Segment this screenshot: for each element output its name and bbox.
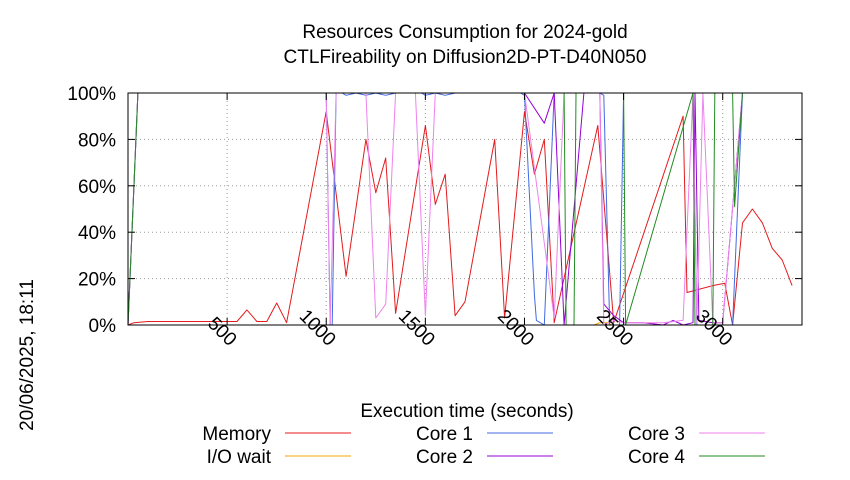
y-tick-label: 80% <box>78 130 116 151</box>
legend-label-memory: Memory <box>202 424 271 445</box>
chart-title: Resources Consumption for 2024-gold <box>302 22 627 43</box>
timestamp-label: 20/06/2025, 18:11 <box>17 279 38 431</box>
x-tick-label: 500 <box>203 313 240 350</box>
y-tick-label: 20% <box>78 270 116 291</box>
y-tick-label: 60% <box>78 177 116 198</box>
legend-label-i-o-wait: I/O wait <box>207 447 272 468</box>
legend-label-core-2: Core 2 <box>416 447 473 468</box>
x-tick-label: 3000 <box>691 306 736 351</box>
y-tick-label: 0% <box>89 316 117 337</box>
legend-label-core-1: Core 1 <box>416 424 473 445</box>
series-line-core-4 <box>127 92 793 326</box>
x-tick-label: 2500 <box>592 306 637 351</box>
legend-label-core-3: Core 3 <box>628 424 685 445</box>
legend-label-core-4: Core 4 <box>628 447 685 468</box>
grid-lines <box>128 93 802 325</box>
x-tick-label: 2000 <box>493 306 538 351</box>
y-tick-label: 40% <box>78 223 116 244</box>
plot-frame <box>127 92 803 326</box>
y-tick-label: 100% <box>67 84 116 105</box>
chart-subtitle: CTLFireability on Diffusion2D-PT-D40N050 <box>284 47 647 68</box>
x-tick-label: 1500 <box>394 306 439 351</box>
x-axis-label: Execution time (seconds) <box>360 401 573 422</box>
series-line-memory <box>127 111 793 326</box>
